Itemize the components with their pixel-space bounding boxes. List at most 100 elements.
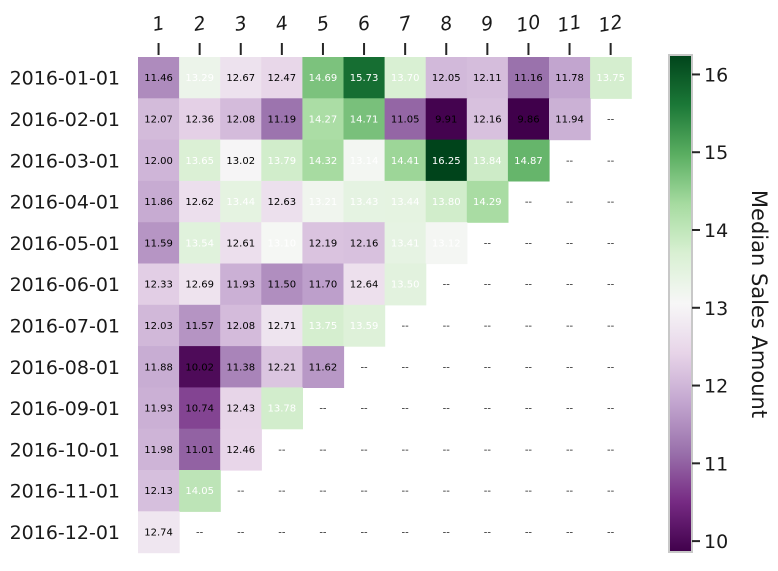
- missing-cell-label: --: [443, 280, 451, 291]
- missing-cell-label: --: [484, 404, 492, 415]
- cell-value-label: 13.59: [350, 321, 379, 332]
- cell-value-label: 10.74: [185, 404, 214, 415]
- cell-value-label: 12.13: [144, 486, 173, 497]
- cell-value-label: 13.80: [432, 197, 461, 208]
- cell-value-label: 12.05: [432, 73, 461, 84]
- heatmap-cell: [425, 222, 468, 265]
- missing-cell-label: --: [319, 486, 327, 497]
- missing-cell-label: --: [566, 238, 574, 249]
- missing-cell-label: --: [484, 527, 492, 538]
- cell-value-label: 14.29: [473, 197, 502, 208]
- missing-cell-label: --: [607, 527, 615, 538]
- missing-cell-label: --: [319, 445, 327, 456]
- cell-value-label: 13.54: [185, 238, 214, 249]
- column-label: 11: [556, 11, 584, 37]
- colorbar-tick-label: 13: [704, 298, 728, 320]
- cell-value-label: 13.02: [226, 156, 255, 167]
- heatmap-cell: [343, 263, 386, 306]
- cell-value-label: 12.16: [350, 238, 379, 249]
- missing-cell-label: --: [525, 280, 533, 291]
- column-labels: 1 2 3 4 5 6 7 8 9 10 11 12: [151, 11, 624, 55]
- cell-value-label: 13.78: [268, 404, 297, 415]
- heatmap-cell: [302, 304, 345, 347]
- column-label: 6: [356, 12, 372, 36]
- missing-cell-label: --: [607, 197, 615, 208]
- cell-value-label: 13.21: [309, 197, 338, 208]
- row-label: 2016-11-01: [10, 481, 120, 503]
- cell-value-label: 14.87: [514, 156, 543, 167]
- missing-cell-label: --: [484, 362, 492, 373]
- cell-value-label: 10.02: [185, 362, 214, 373]
- heatmap-cell: [220, 222, 262, 265]
- cell-value-label: 12.61: [226, 238, 255, 249]
- cell-value-label: 12.21: [268, 362, 297, 373]
- cell-value-label: 12.69: [185, 280, 214, 291]
- missing-cell-label: --: [484, 321, 492, 332]
- row-label: 2016-01-01: [10, 68, 120, 90]
- column-label: 2: [192, 12, 208, 36]
- cell-value-label: 11.01: [185, 445, 214, 456]
- row-label: 2016-05-01: [10, 233, 120, 255]
- row-label: 2016-09-01: [10, 398, 120, 420]
- heatmap-cell: [179, 139, 221, 182]
- colorbar-tick-label: 11: [704, 453, 728, 475]
- missing-cell-label: --: [360, 527, 368, 538]
- cell-value-label: 12.63: [268, 197, 297, 208]
- cell-value-label: 12.43: [226, 404, 255, 415]
- missing-cell-label: --: [566, 156, 574, 167]
- cell-value-label: 11.94: [555, 114, 584, 125]
- missing-cell-label: --: [443, 404, 451, 415]
- heatmap-cell: [261, 346, 303, 388]
- heatmap-cell: [466, 139, 509, 182]
- heatmap-cell: [138, 346, 180, 388]
- heatmap-cell: [343, 180, 386, 223]
- heatmap-cell: [343, 304, 386, 347]
- colorbar-label: Median Sales Amount: [747, 190, 771, 418]
- heatmap-cell: [220, 180, 262, 223]
- heatmap-cell: [179, 263, 221, 306]
- heatmap-cell: [507, 98, 550, 141]
- missing-cell-label: --: [607, 280, 615, 291]
- cell-value-label: 12.47: [268, 73, 297, 84]
- cell-value-label: 12.07: [144, 114, 173, 125]
- cell-value-label: 12.36: [185, 114, 214, 125]
- row-label: 2016-08-01: [10, 357, 120, 379]
- column-label: 5: [315, 12, 331, 36]
- heatmap-cell: [425, 139, 468, 182]
- heatmap-cell: [343, 98, 386, 141]
- cell-value-label: 15.73: [350, 73, 379, 84]
- cell-value-label: 14.71: [350, 114, 379, 125]
- cell-value-label: 14.41: [391, 156, 420, 167]
- column-label: 7: [397, 12, 413, 36]
- missing-cell-label: --: [566, 445, 574, 456]
- row-label: 2016-10-01: [10, 439, 120, 461]
- cell-value-label: 12.08: [226, 114, 255, 125]
- heatmap-cell: [261, 304, 303, 347]
- column-label: 1: [151, 12, 167, 36]
- heatmap-cell: [220, 98, 262, 141]
- missing-cell-label: --: [278, 486, 286, 497]
- cell-value-label: 13.75: [309, 321, 338, 332]
- heatmap-cell: [179, 57, 221, 99]
- heatmap-cell: [220, 346, 262, 388]
- heatmap-cell: [138, 263, 180, 306]
- missing-cell-label: --: [278, 527, 286, 538]
- missing-cell-label: --: [484, 445, 492, 456]
- colorbar-ticks: 10 11 12 13 14 15 16: [692, 64, 728, 553]
- missing-cell-label: --: [607, 238, 615, 249]
- heatmap-cell: [179, 387, 221, 430]
- missing-cell-label: --: [566, 197, 574, 208]
- cell-value-label: 12.46: [226, 445, 255, 456]
- colorbar-gradient: [668, 54, 693, 553]
- missing-cell-label: --: [525, 404, 533, 415]
- heatmap-cell: [384, 222, 427, 265]
- cell-value-label: 12.62: [185, 197, 214, 208]
- missing-cell-label: --: [319, 404, 327, 415]
- missing-cell-label: --: [566, 486, 574, 497]
- heatmap-cell: [302, 57, 345, 99]
- heatmap-cell: [138, 98, 180, 141]
- missing-cell-label: --: [237, 527, 245, 538]
- colorbar-tick-label: 10: [704, 531, 728, 553]
- colorbar-tick-label: 16: [704, 64, 728, 86]
- missing-cell-label: --: [525, 238, 533, 249]
